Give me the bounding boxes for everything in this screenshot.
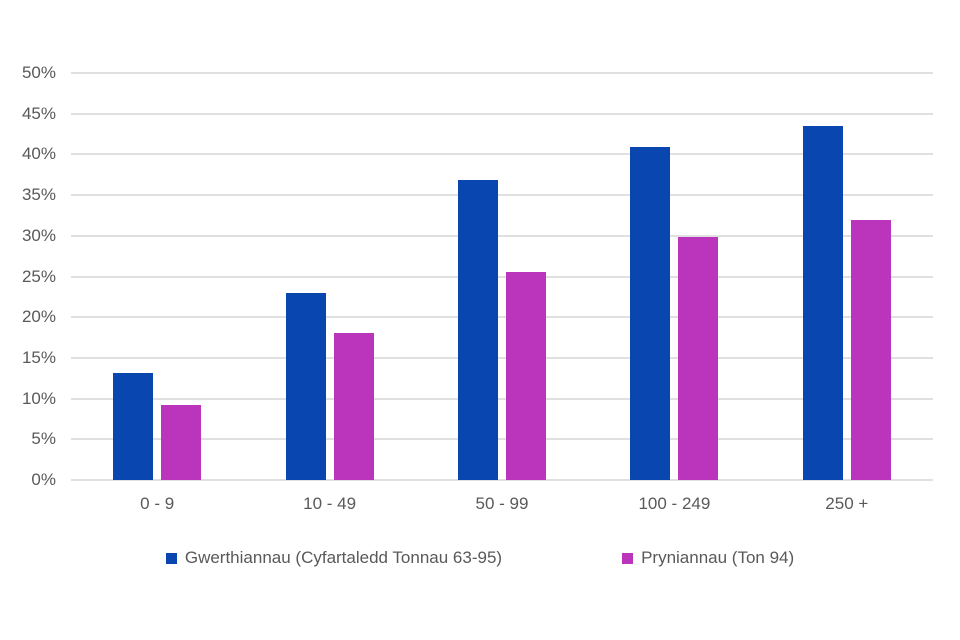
bar-series-0-cat-0: [113, 372, 154, 480]
y-axis-tick-label: 45%: [21, 103, 56, 123]
bar-series-1-cat-1: [333, 333, 374, 480]
bar-series-1-cat-3: [678, 237, 719, 480]
y-axis-tick-label: 50%: [21, 63, 56, 82]
gridline: [71, 234, 933, 237]
legend-swatch-icon: [165, 552, 177, 564]
legend-label: Pryniannau (Ton 94): [641, 548, 795, 567]
bar-series-0-cat-2: [458, 180, 498, 480]
y-axis-tick-label: 5%: [31, 429, 56, 449]
bar-series-1-cat-2: [506, 272, 546, 480]
bar-series-0-cat-4: [802, 125, 843, 480]
gridline: [71, 438, 933, 441]
bar-series-0-cat-1: [285, 292, 326, 480]
legend-item-1: Pryniannau (Ton 94): [622, 546, 794, 570]
y-axis-tick-label: 40%: [21, 144, 56, 164]
x-axis-category-label: 50 - 99: [475, 494, 529, 513]
gridline: [71, 479, 933, 481]
y-axis-tick-label: 30%: [21, 225, 56, 245]
gridline: [71, 316, 933, 319]
gridline: [71, 194, 933, 197]
x-axis-category-label: 250 +: [825, 494, 869, 513]
bar-series-0-cat-3: [630, 147, 671, 480]
gridline: [71, 397, 933, 400]
bar-series-1-cat-0: [161, 405, 202, 480]
y-axis-tick-label: 35%: [21, 185, 56, 205]
legend-swatch-icon: [622, 552, 634, 564]
y-axis-tick-label: 10%: [21, 388, 56, 408]
gridline: [71, 72, 933, 74]
x-axis-category-label: 100 - 249: [638, 494, 711, 513]
gridline: [71, 153, 933, 156]
gridline: [71, 112, 933, 115]
x-axis-category-label: 0 - 9: [140, 494, 175, 513]
y-axis-tick-label: 25%: [21, 266, 56, 286]
y-axis-tick-label: 0%: [31, 470, 56, 489]
bar-series-1-cat-4: [850, 219, 891, 480]
legend-item-0: Gwerthiannau (Cyfartaledd Tonnau 63-95): [165, 546, 503, 570]
x-axis-category-label: 10 - 49: [303, 494, 357, 513]
y-axis-tick-label: 20%: [21, 307, 56, 327]
legend: Gwerthiannau (Cyfartaledd Tonnau 63-95) P…: [0, 546, 960, 570]
gridline: [71, 356, 933, 359]
gridline: [71, 275, 933, 278]
legend-label: Gwerthiannau (Cyfartaledd Tonnau 63-95): [184, 548, 503, 567]
y-axis-tick-label: 15%: [21, 347, 56, 367]
